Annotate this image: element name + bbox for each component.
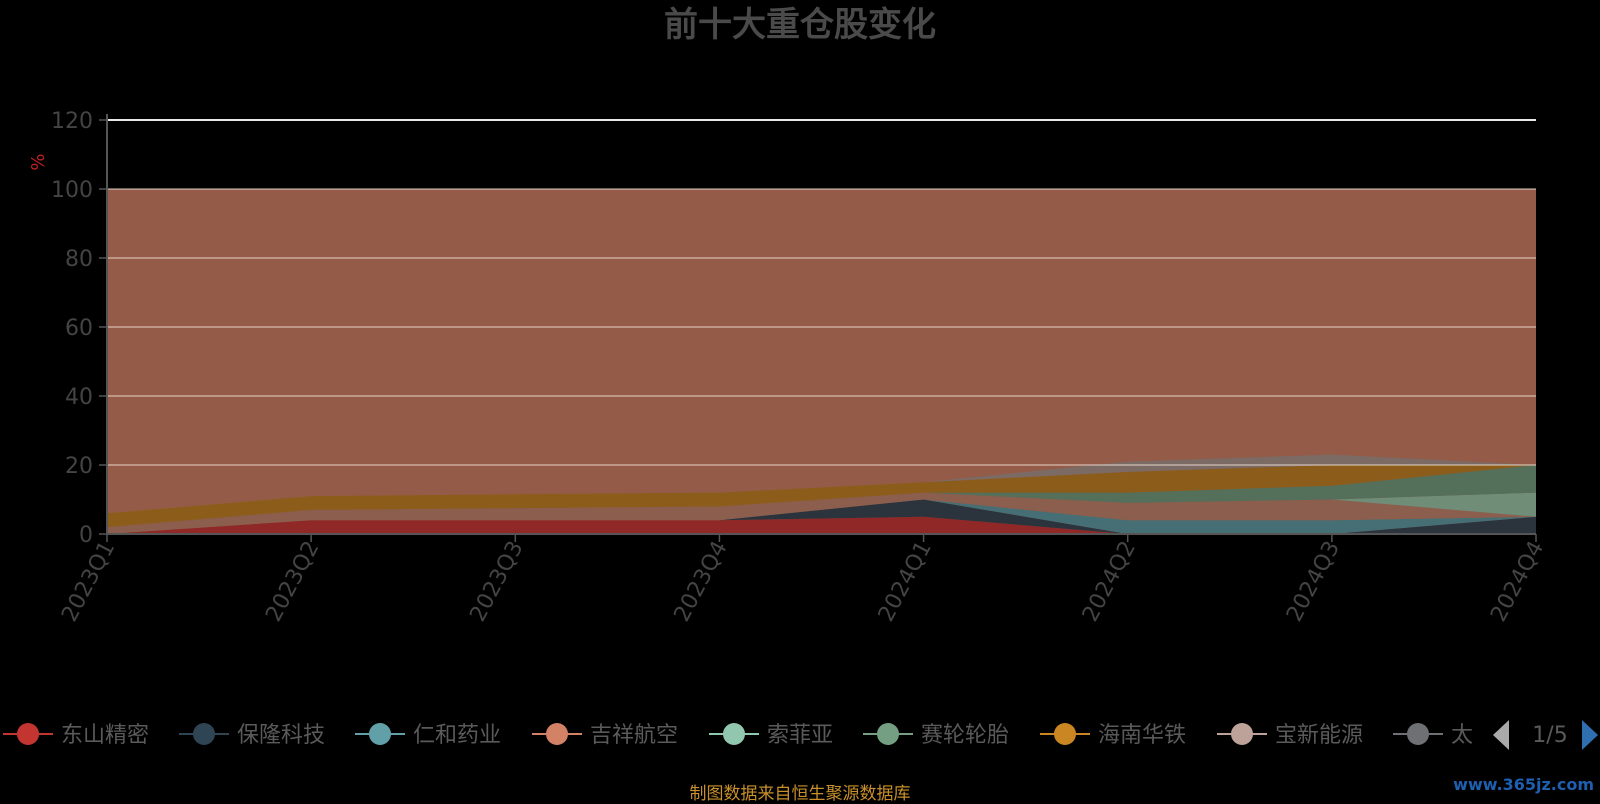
site-watermark: www.365jz.com: [1453, 775, 1594, 794]
area-series-7: [107, 454, 1536, 514]
legend-marker-icon: [1054, 723, 1076, 745]
x-tick-label: 2023Q3: [466, 537, 529, 626]
y-tick-label: 0: [79, 523, 93, 548]
legend-marker-icon: [1231, 723, 1253, 745]
legend-marker-icon: [369, 723, 391, 745]
legend-item[interactable]: 保隆科技: [179, 723, 325, 748]
legend-item[interactable]: 太: [1393, 723, 1473, 748]
prev-page-icon[interactable]: [1493, 720, 1509, 750]
legend-label: 保隆科技: [237, 723, 325, 748]
legend-item[interactable]: 仁和药业: [355, 723, 501, 748]
next-page-icon[interactable]: [1582, 720, 1598, 750]
x-tick-label: 2024Q1: [874, 537, 937, 626]
legend-item[interactable]: 东山精密: [3, 723, 149, 748]
legend-pager: 1/5: [1493, 720, 1598, 750]
legend: 东山精密 保隆科技 仁和药业 吉祥航空 索菲亚 赛轮轮胎 海南华铁 宝新能源 太: [3, 723, 1473, 748]
legend-page-indicator: 1/5: [1532, 723, 1567, 748]
legend-marker-icon: [17, 723, 39, 745]
area-series-3: [107, 492, 1536, 534]
y-axis-unit: %: [28, 153, 49, 170]
x-tick-label: 2024Q4: [1486, 537, 1549, 626]
legend-item[interactable]: 索菲亚: [709, 723, 833, 748]
y-tick-label: 100: [51, 178, 93, 203]
legend-marker-icon: [193, 723, 215, 745]
area-series: [107, 454, 1536, 534]
area-series-6: [107, 465, 1536, 528]
legend-label: 宝新能源: [1275, 723, 1363, 748]
legend-label: 东山精密: [61, 723, 149, 748]
area-series-5: [107, 465, 1536, 528]
y-tick-label: 80: [65, 247, 93, 272]
grid-lines: [107, 119, 1536, 466]
legend-label: 赛轮轮胎: [921, 723, 1009, 748]
data-source-note: 制图数据来自恒生聚源数据库: [689, 784, 911, 804]
legend-label: 太: [1451, 723, 1473, 748]
x-tick-label: 2023Q1: [57, 537, 120, 626]
area-series-0: [107, 516, 1536, 534]
legend-label: 吉祥航空: [590, 723, 678, 748]
legend-item[interactable]: 宝新能源: [1217, 723, 1363, 748]
legend-marker-icon: [877, 723, 899, 745]
y-tick-label: 20: [65, 454, 93, 479]
legend-marker-icon: [723, 723, 745, 745]
y-tick-label: 60: [65, 316, 93, 341]
y-tick-label: 40: [65, 385, 93, 410]
chart-title: 前十大重仓股变化: [664, 5, 936, 45]
legend-item[interactable]: 海南华铁: [1040, 723, 1186, 748]
legend-label: 索菲亚: [767, 723, 833, 748]
legend-label: 海南华铁: [1098, 723, 1186, 748]
x-tick-label: 2024Q2: [1078, 537, 1141, 626]
legend-item[interactable]: 赛轮轮胎: [863, 723, 1009, 748]
x-tick-label: 2023Q2: [261, 537, 324, 626]
area-series-1: [107, 499, 1536, 534]
x-tick-label: 2023Q4: [670, 537, 733, 626]
legend-label: 仁和药业: [413, 723, 501, 748]
legend-item[interactable]: 吉祥航空: [532, 723, 678, 748]
area-series-2: [107, 499, 1536, 534]
x-tick-label: 2024Q3: [1282, 537, 1345, 626]
legend-marker-icon: [546, 723, 568, 745]
y-tick-label: 120: [51, 109, 93, 134]
legend-marker-icon: [1407, 723, 1429, 745]
